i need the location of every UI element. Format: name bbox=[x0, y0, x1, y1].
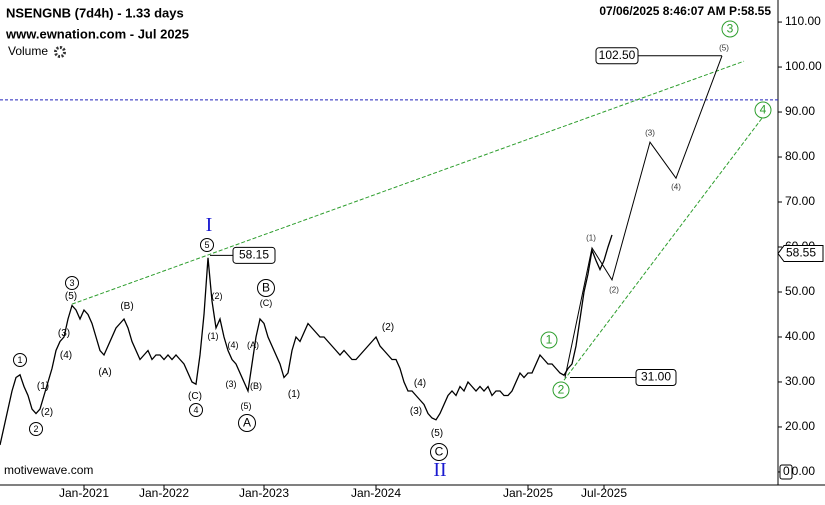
wave-circle bbox=[29, 422, 43, 436]
wave-label: (2) bbox=[41, 407, 53, 418]
wave-circle bbox=[430, 443, 448, 461]
price-line bbox=[0, 234, 613, 446]
wave-label: (B) bbox=[250, 381, 262, 391]
wave-circle bbox=[13, 353, 27, 367]
x-tick-label: Jul-2025 bbox=[581, 486, 627, 500]
wave-label: (5) bbox=[241, 401, 252, 411]
wave-label: (1) bbox=[288, 389, 300, 400]
wave-label: 4 bbox=[193, 405, 198, 415]
price-label-box bbox=[635, 368, 677, 386]
wave-label: (A) bbox=[247, 340, 259, 350]
wave-label: (5) bbox=[65, 291, 77, 302]
footer: motivewave.com bbox=[4, 463, 93, 477]
wave-label: II bbox=[433, 459, 446, 481]
wave-label: 2 bbox=[558, 383, 565, 397]
wave-label: (5) bbox=[431, 428, 443, 439]
wave-label: (A) bbox=[98, 367, 111, 378]
chart-title: NSENGNB (7d4h) - 1.33 days bbox=[6, 5, 184, 20]
wave-label: (4) bbox=[60, 350, 72, 361]
y-tick-label: 80.00 bbox=[785, 149, 815, 163]
volume-tick-label: 0 bbox=[783, 464, 790, 478]
wave-label: (1) bbox=[586, 234, 596, 243]
wave-label: 4 bbox=[760, 103, 767, 117]
x-tick-label: Jan-2023 bbox=[239, 486, 289, 500]
wave-label: (5) bbox=[719, 44, 729, 53]
wave-label: A bbox=[243, 416, 251, 430]
wave-label: (3) bbox=[226, 379, 237, 389]
wave-circle bbox=[238, 414, 256, 432]
wave-label: 1 bbox=[17, 355, 22, 365]
wave-label: (2) bbox=[382, 322, 394, 333]
volume-tick-box bbox=[779, 464, 793, 480]
y-tick-label: 100.00 bbox=[785, 59, 822, 73]
price-label: 31.00 bbox=[641, 370, 671, 384]
wave-label: (4) bbox=[228, 340, 239, 350]
y-tick-label: 20.00 bbox=[785, 419, 815, 433]
projection-line bbox=[564, 55, 723, 378]
y-tick-label: 70.00 bbox=[785, 194, 815, 208]
wave-circle bbox=[65, 276, 79, 290]
wave-label: 1 bbox=[546, 333, 553, 347]
y-tick-label: 50.00 bbox=[785, 284, 815, 298]
wave-label: (1) bbox=[208, 331, 219, 341]
x-tick-label: Jan-2025 bbox=[503, 486, 553, 500]
last-price-box bbox=[777, 245, 824, 263]
trendline bbox=[563, 109, 769, 381]
y-tick-label: 90.00 bbox=[785, 104, 815, 118]
wave-circle bbox=[189, 403, 203, 417]
wave-label: 5 bbox=[204, 240, 209, 250]
wave-circle bbox=[200, 238, 214, 252]
wave-label: 3 bbox=[69, 278, 74, 288]
y-tick-label: 10.00 bbox=[785, 464, 815, 478]
wave-label: (2) bbox=[212, 291, 223, 301]
y-tick-label: 40.00 bbox=[785, 329, 815, 343]
wave-circle bbox=[257, 279, 275, 297]
wave-label: (C) bbox=[188, 391, 202, 402]
wave-label: B bbox=[262, 281, 270, 295]
last-price-label: 58.55 bbox=[786, 246, 816, 260]
x-tick-label: Jan-2021 bbox=[59, 486, 109, 500]
price-label: 58.15 bbox=[239, 247, 269, 261]
wave-label: (3) bbox=[58, 328, 70, 339]
wave-label: 3 bbox=[727, 22, 734, 36]
wave-label: (2) bbox=[609, 286, 619, 295]
wave-label: 2 bbox=[33, 424, 38, 434]
wave-circle bbox=[721, 20, 739, 38]
wave-label: (B) bbox=[120, 301, 133, 312]
wave-circle bbox=[552, 381, 570, 399]
y-tick-label: 110.00 bbox=[785, 14, 821, 28]
wave-label: (C) bbox=[260, 298, 273, 308]
volume-label: Volume bbox=[8, 44, 48, 58]
wave-label: (1) bbox=[37, 381, 49, 392]
trendline bbox=[71, 60, 745, 305]
wave-label: I bbox=[206, 214, 213, 236]
price-label-box bbox=[595, 47, 639, 65]
wave-label: (4) bbox=[671, 183, 681, 192]
wave-label: (3) bbox=[645, 129, 655, 138]
timestamp: 07/06/2025 8:46:07 AM P:58.55 bbox=[599, 4, 771, 18]
wave-label: C bbox=[435, 445, 444, 459]
wave-label: (4) bbox=[414, 378, 426, 389]
wave-circle bbox=[540, 331, 558, 349]
site: www.ewnation.com - Jul 2025 bbox=[5, 26, 189, 41]
price-label: 102.50 bbox=[599, 48, 636, 62]
x-tick-label: Jan-2022 bbox=[139, 486, 189, 500]
gear-icon[interactable] bbox=[54, 46, 66, 58]
wave-label: (3) bbox=[410, 406, 422, 417]
price-label-box bbox=[232, 246, 276, 264]
y-tick-label: 30.00 bbox=[785, 374, 815, 388]
x-tick-label: Jan-2024 bbox=[351, 486, 401, 500]
wave-circle bbox=[754, 101, 772, 119]
